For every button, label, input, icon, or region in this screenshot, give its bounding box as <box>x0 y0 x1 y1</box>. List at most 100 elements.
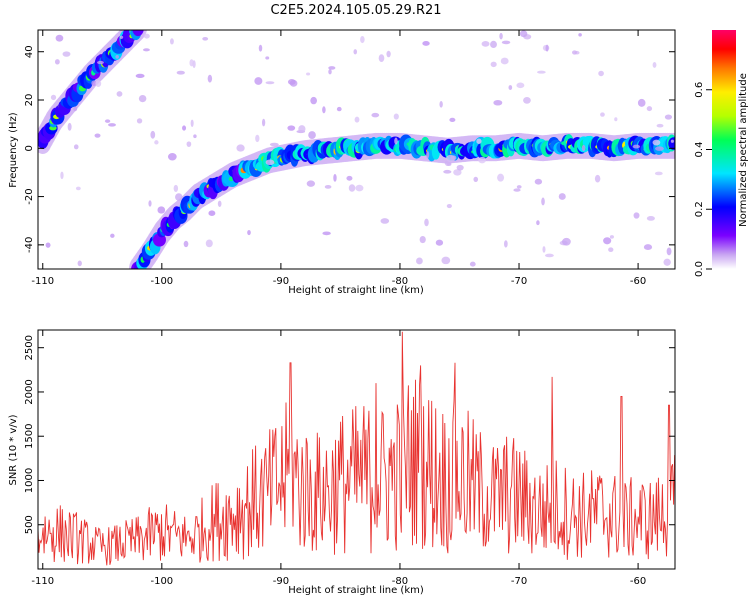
x-tick-label: -90 <box>273 276 289 287</box>
spectrogram-speckle <box>346 175 353 181</box>
spectrogram-speckle <box>598 70 604 77</box>
spectrogram-speckle <box>499 32 503 40</box>
spectrogram-panel: -110 -100 -90 -80 -70 -60 -40 -20 0 20 40 Height o… <box>8 29 676 296</box>
spectrogram-speckle <box>449 117 456 123</box>
spectrogram-speckle <box>545 44 549 52</box>
spectrogram-speckle <box>154 140 159 145</box>
snr-ylabel: SNR (10 * v/v) <box>8 414 19 485</box>
y-tick-label: 2500 <box>24 335 35 360</box>
spectrogram-speckle <box>655 146 664 151</box>
spectrogram-speckle <box>571 50 578 55</box>
y-tick-label: 1500 <box>24 423 35 448</box>
spectrogram-speckle <box>469 261 476 267</box>
spectrogram-speckle <box>97 60 104 65</box>
spectrogram-speckle <box>453 169 462 176</box>
spectrogram-speckle <box>207 74 213 83</box>
spectrogram-speckle <box>386 50 391 58</box>
spectrogram-speckle <box>205 239 213 248</box>
x-tick-label: -80 <box>392 576 408 587</box>
y-tick-label: 500 <box>24 515 35 534</box>
spectrogram-speckle <box>490 40 497 49</box>
y-tick-label: 1000 <box>24 468 35 493</box>
spectrogram-speckle <box>94 133 101 138</box>
snr-frame <box>37 329 676 570</box>
spectrogram-speckle <box>446 203 452 209</box>
spectrogram-speckle <box>500 57 509 65</box>
spectrogram-speckle <box>135 73 145 79</box>
spectrogram-speckle <box>143 33 150 39</box>
spectrogram-speckle <box>73 106 78 112</box>
spectrogram-speckle <box>217 200 222 207</box>
x-tick-label: -110 <box>31 576 54 587</box>
spectrogram-speckle <box>236 144 245 152</box>
spectrogram-speckle <box>353 49 358 55</box>
spectrogram-speckle <box>513 188 521 192</box>
spectrogram-speckle <box>175 193 183 201</box>
spectrogram-speckle <box>516 82 525 89</box>
spectrogram-speckle <box>666 247 672 256</box>
spectrogram-speckle <box>523 96 531 104</box>
x-tick-label: -100 <box>150 276 173 287</box>
x-tick-label: -80 <box>392 276 408 287</box>
spectrogram-speckle <box>324 184 332 189</box>
colorbar-tick-label: 0.2 <box>694 201 705 217</box>
spectrogram-speckle <box>190 119 194 128</box>
spectrogram-speckle <box>594 174 601 183</box>
snr-marks <box>38 331 675 566</box>
spectrogram-speckle <box>254 77 263 85</box>
spectrogram-speckle <box>541 197 545 206</box>
x-tick-label: -60 <box>630 276 646 287</box>
spectrogram-speckle <box>208 210 216 216</box>
spectrogram-speckle <box>646 106 653 112</box>
spectrogram-speckle <box>189 59 194 67</box>
spectrogram-speckle <box>501 40 511 45</box>
spectrogram-speckle <box>652 62 657 68</box>
spectrogram-speckle <box>393 113 399 120</box>
spectrogram-speckle <box>202 36 209 41</box>
spectrogram-speckle <box>306 180 316 187</box>
spectrogram-speckle <box>439 101 443 108</box>
spectrogram-speckle <box>115 55 119 59</box>
y-tick-label: -20 <box>24 188 35 204</box>
spectrogram-speckle <box>456 164 464 171</box>
spectrogram-speckle <box>536 220 540 226</box>
colorbar: 0.0 0.2 0.4 0.6 Normalized spectral amplitu… <box>694 30 749 277</box>
spectrogram-speckle <box>167 152 177 161</box>
spectrogram-speckle <box>497 173 505 182</box>
spectrogram-speckle <box>476 138 482 144</box>
spectrogram-speckle <box>45 242 51 248</box>
spectrogram-speckle <box>441 256 451 265</box>
spectrogram-marks <box>38 30 675 269</box>
spectrogram-speckle <box>537 70 546 74</box>
spectrogram-speckle <box>664 114 673 120</box>
spectrogram-speckle <box>544 253 554 258</box>
spectrogram-speckle <box>355 184 364 192</box>
spectrogram-speckle <box>308 131 316 140</box>
spectrogram-speckle <box>287 78 296 85</box>
spectrogram-speckle <box>298 125 306 133</box>
spectrogram-speckle <box>77 260 82 267</box>
spectrogram-speckle <box>394 137 398 145</box>
x-tick-label: -100 <box>150 576 173 587</box>
spectrogram-speckle <box>55 34 64 42</box>
spectrogram-speckle <box>67 122 72 131</box>
spectrogram-speckle <box>269 142 279 147</box>
spectrogram-speckle <box>578 33 582 37</box>
spectrogram-speckle <box>157 206 166 214</box>
spectrogram-speckle <box>336 106 342 112</box>
figure-title: C2E5.2024.105.05.29.R21 <box>270 3 441 18</box>
spectrogram-speckle <box>562 237 571 246</box>
spectrogram-speckle <box>481 41 490 47</box>
spectrogram-speckle <box>663 258 671 266</box>
spectrogram-speckle <box>60 171 64 180</box>
spectrogram-speckle <box>608 247 614 253</box>
spectrogram-speckle <box>333 173 337 182</box>
spectrogram-speckle <box>62 51 71 57</box>
spectrogram-speckle <box>424 218 429 227</box>
y-tick-label: -40 <box>24 237 35 253</box>
colorbar-tick-label: 0.6 <box>694 82 705 98</box>
spectrogram-speckle <box>632 144 641 149</box>
spectrogram-speckle <box>75 186 81 191</box>
spectrogram-speckle <box>322 231 331 236</box>
spectrogram-cell <box>132 30 144 37</box>
